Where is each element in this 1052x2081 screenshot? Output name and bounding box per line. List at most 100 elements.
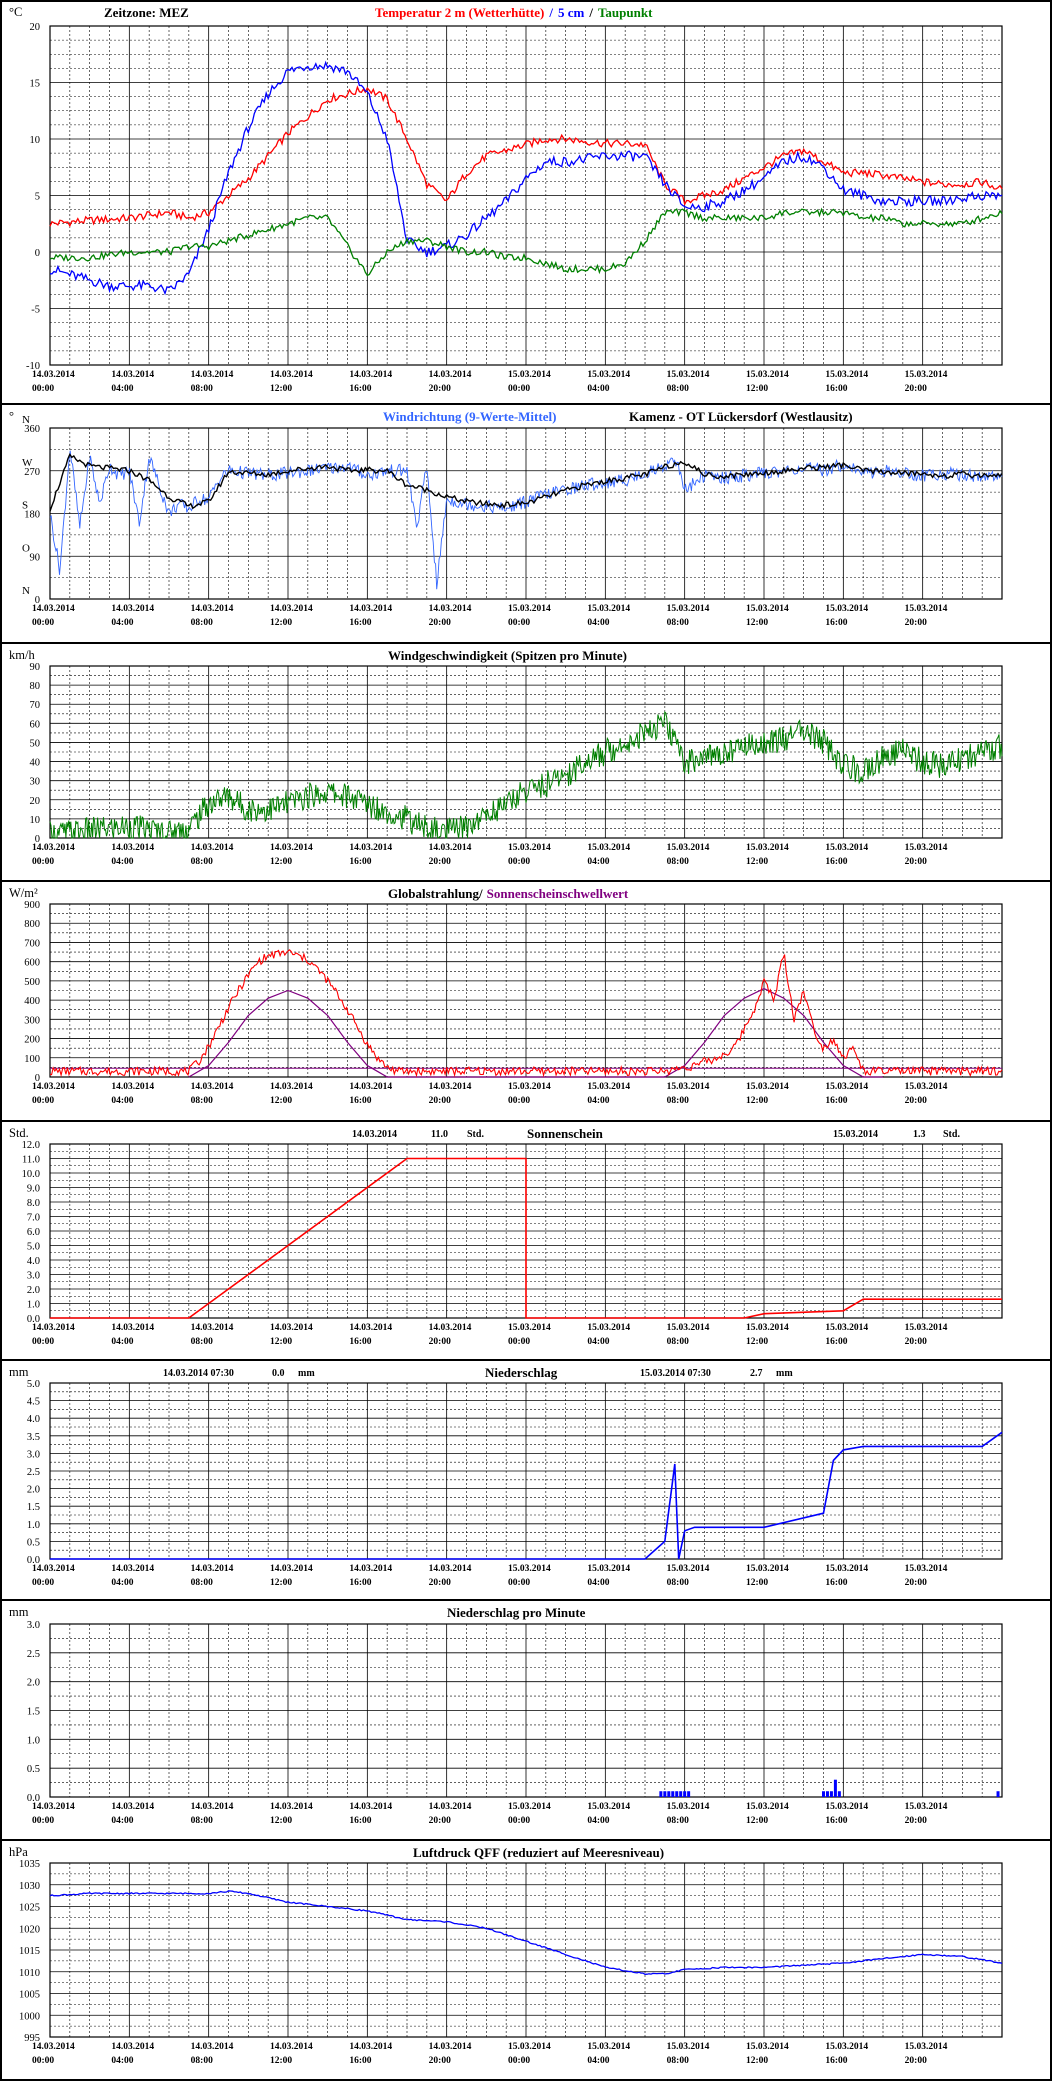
x-tick-date: 15.03.2014 <box>825 1802 868 1812</box>
x-tick-date: 14.03.2014 <box>191 843 234 853</box>
x-tick-time: 04:00 <box>587 1337 609 1347</box>
x-tick-date: 15.03.2014 <box>667 1323 710 1333</box>
x-tick-date: 14.03.2014 <box>32 1082 75 1092</box>
y-tick-label: 3.0 <box>27 1271 40 1282</box>
y-tick-label: 400 <box>24 996 40 1007</box>
x-tick-date: 15.03.2014 <box>746 370 789 380</box>
compass-label: N <box>22 585 30 597</box>
x-tick-date: 14.03.2014 <box>270 604 313 614</box>
y-tick-label: 0.0 <box>27 1793 40 1804</box>
x-tick-date: 14.03.2014 <box>32 604 75 614</box>
x-tick-time: 16:00 <box>349 1816 371 1826</box>
x-tick-date: 15.03.2014 <box>508 1564 551 1574</box>
plot-frame <box>49 1862 1003 2038</box>
summary-date: 15.03.2014 07:30 <box>640 1368 711 1379</box>
x-tick-date: 15.03.2014 <box>825 1082 868 1092</box>
x-tick-date: 14.03.2014 <box>270 1802 313 1812</box>
x-tick-date: 14.03.2014 <box>270 843 313 853</box>
summary-date: 15.03.2014 <box>833 1129 878 1140</box>
timezone-label: Zeitzone: MEZ <box>104 5 189 20</box>
x-tick-time: 08:00 <box>191 1578 213 1588</box>
x-tick-date: 15.03.2014 <box>905 1802 948 1812</box>
x-tick-date: 14.03.2014 <box>191 1802 234 1812</box>
chart-title: Niederschlag <box>485 1365 558 1380</box>
x-tick-time: 20:00 <box>905 1096 927 1106</box>
x-tick-time: 00:00 <box>508 2056 530 2066</box>
x-tick-date: 14.03.2014 <box>270 370 313 380</box>
x-tick-date: 15.03.2014 <box>825 370 868 380</box>
x-tick-date: 15.03.2014 <box>587 604 630 614</box>
x-tick-time: 16:00 <box>825 1578 847 1588</box>
x-tick-date: 14.03.2014 <box>349 604 392 614</box>
x-tick-time: 04:00 <box>587 2056 609 2066</box>
chart-title: Globalstrahlung/Sonnenscheinschwellwert <box>388 886 629 901</box>
x-tick-time: 00:00 <box>32 1096 54 1106</box>
panel-precip_minute: 0.0 0.5 1.0 1.5 2.0 2.5 3.0mm 14.03.2014 00:00 14… <box>0 1599 1052 1826</box>
x-tick-date: 14.03.2014 <box>429 1082 472 1092</box>
x-tick-time: 12:00 <box>270 857 292 867</box>
x-tick-time: 08:00 <box>191 857 213 867</box>
y-tick-label: 2.0 <box>27 1485 40 1496</box>
y-tick-label: 2.0 <box>27 1678 40 1689</box>
title-part: Temperatur 2 m (Wetterhütte) <box>375 5 544 20</box>
plot-frame <box>49 1623 1003 1798</box>
y-tick-label: 3.0 <box>27 1620 40 1631</box>
x-tick-date: 15.03.2014 <box>825 1323 868 1333</box>
summary-unit: Std. <box>467 1129 484 1140</box>
y-tick-label: 0 <box>35 595 40 606</box>
x-tick-time: 04:00 <box>587 1816 609 1826</box>
y-tick-label: 0.0 <box>27 1314 40 1325</box>
x-tick-date: 15.03.2014 <box>508 1082 551 1092</box>
x-tick-date: 15.03.2014 <box>667 843 710 853</box>
unit-label: ° <box>9 409 14 423</box>
x-tick-time: 04:00 <box>587 857 609 867</box>
compass-label: O <box>22 542 30 554</box>
x-tick-time: 04:00 <box>111 857 133 867</box>
y-tick-label: 10 <box>30 135 41 146</box>
y-tick-label: 200 <box>24 1035 40 1046</box>
y-tick-label: 20 <box>30 796 41 807</box>
x-tick-time: 20:00 <box>905 857 927 867</box>
x-tick-date: 14.03.2014 <box>349 1802 392 1812</box>
series-line <box>50 1157 1002 1319</box>
x-tick-date: 14.03.2014 <box>429 604 472 614</box>
x-tick-time: 16:00 <box>825 1816 847 1826</box>
x-tick-time: 04:00 <box>587 1578 609 1588</box>
y-tick-label: 1.0 <box>27 1300 40 1311</box>
x-tick-date: 15.03.2014 <box>825 843 868 853</box>
x-tick-date: 14.03.2014 <box>270 1564 313 1574</box>
x-tick-date: 14.03.2014 <box>111 843 154 853</box>
unit-label: W/m² <box>9 886 38 900</box>
x-tick-date: 14.03.2014 <box>111 1802 154 1812</box>
x-tick-time: 08:00 <box>191 384 213 394</box>
precip-bar <box>829 1791 833 1797</box>
x-tick-time: 08:00 <box>667 2056 689 2066</box>
x-tick-time: 04:00 <box>587 618 609 628</box>
x-tick-time: 12:00 <box>270 1337 292 1347</box>
title-part: / <box>588 5 593 20</box>
x-tick-date: 15.03.2014 <box>905 604 948 614</box>
series-line <box>49 450 1003 590</box>
x-tick-time: 16:00 <box>825 2056 847 2066</box>
y-tick-label: 1015 <box>19 1946 40 1957</box>
x-tick-date: 14.03.2014 <box>191 604 234 614</box>
series-line <box>188 987 883 1078</box>
x-tick-time: 08:00 <box>667 384 689 394</box>
x-tick-date: 15.03.2014 <box>746 1564 789 1574</box>
x-tick-time: 20:00 <box>429 384 451 394</box>
x-tick-date: 14.03.2014 <box>32 1323 75 1333</box>
chart-title: Temperatur 2 m (Wetterhütte)/5 cm / Taupun… <box>375 5 653 20</box>
x-tick-date: 15.03.2014 <box>905 843 948 853</box>
y-tick-label: 360 <box>24 424 40 435</box>
y-tick-label: -10 <box>26 361 40 372</box>
series-line <box>49 710 1003 839</box>
y-tick-label: 2.0 <box>27 1285 40 1296</box>
y-tick-label: 100 <box>24 1054 40 1065</box>
x-tick-date: 14.03.2014 <box>191 1564 234 1574</box>
x-tick-time: 08:00 <box>191 618 213 628</box>
chart-title: Luftdruck QFF (reduziert auf Meeresnivea… <box>413 1845 664 1860</box>
plot-frame <box>49 427 1003 600</box>
summary-date: 14.03.2014 <box>352 1129 397 1140</box>
